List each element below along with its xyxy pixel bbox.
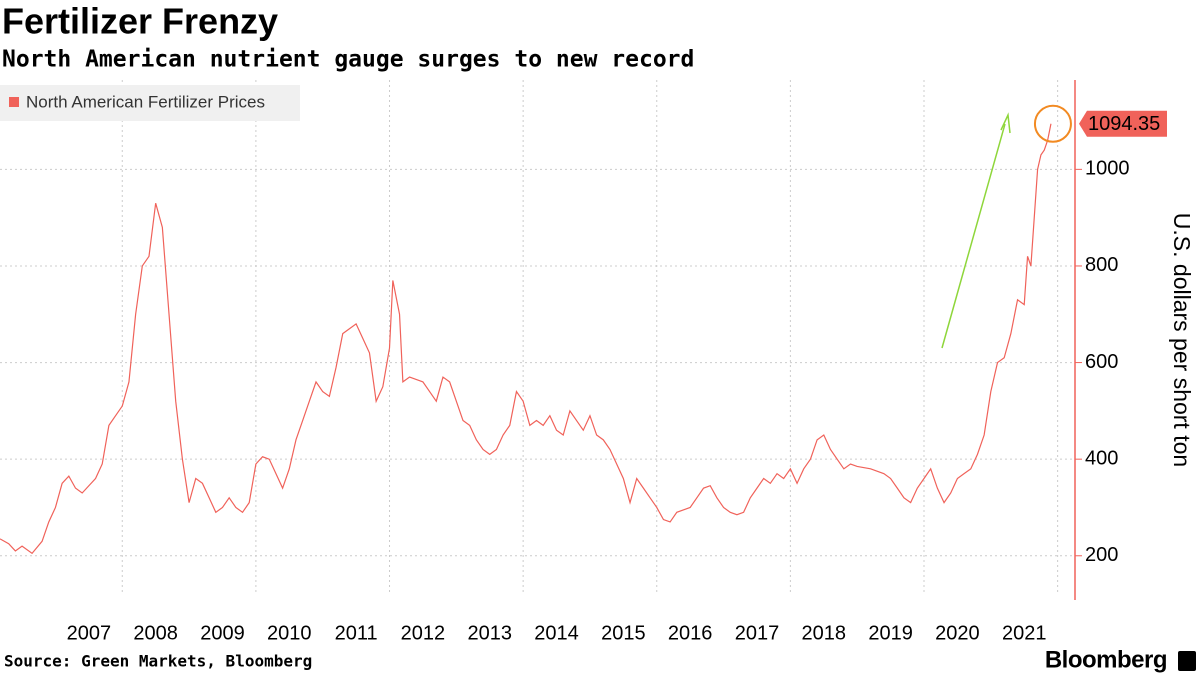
y-tick-label: 600 xyxy=(1085,351,1118,373)
x-tick-label: 2019 xyxy=(868,622,913,644)
x-tick-label: 2016 xyxy=(668,622,713,644)
arrow xyxy=(941,123,1006,349)
last-value-label: 1094.35 xyxy=(1088,113,1160,135)
x-tick-label: 2015 xyxy=(601,622,646,644)
line-series xyxy=(0,123,1052,555)
y-tick-label: 800 xyxy=(1085,254,1118,276)
value-flag xyxy=(1079,110,1167,137)
arrow-head xyxy=(1000,112,1011,134)
legend-label: North American Fertilizer Prices xyxy=(26,92,265,111)
legend-swatch xyxy=(9,97,19,107)
x-tick-label: 2010 xyxy=(267,622,312,644)
x-tick-label: 2013 xyxy=(467,622,512,644)
x-tick-label: 2021 xyxy=(1002,622,1047,644)
x-tick-label: 2014 xyxy=(534,622,579,644)
chart-subtitle: North American nutrient gauge surges to … xyxy=(2,47,694,73)
x-tick-label: 2009 xyxy=(200,622,245,644)
y-tick-label: 200 xyxy=(1085,544,1118,566)
y-tick-label: 1000 xyxy=(1085,158,1130,180)
x-tick-label: 2007 xyxy=(67,622,112,644)
legend-box xyxy=(0,85,300,121)
x-tick-label: 2011 xyxy=(335,622,378,644)
chart-title: Fertilizer Frenzy xyxy=(2,1,278,42)
logo-icon xyxy=(1178,651,1196,671)
highlight-circle xyxy=(1033,104,1072,143)
x-tick-label: 2020 xyxy=(935,622,980,644)
x-tick-label: 2008 xyxy=(133,622,178,644)
x-tick-label: 2017 xyxy=(735,622,780,644)
logo: Bloomberg xyxy=(1045,646,1167,673)
y-tick-label: 400 xyxy=(1085,447,1118,469)
x-tick-label: 2012 xyxy=(401,622,446,644)
y-axis-label: U.S. dollars per short ton xyxy=(1169,213,1195,467)
source: Source: Green Markets, Bloomberg xyxy=(4,652,312,671)
x-tick-label: 2018 xyxy=(802,622,847,644)
